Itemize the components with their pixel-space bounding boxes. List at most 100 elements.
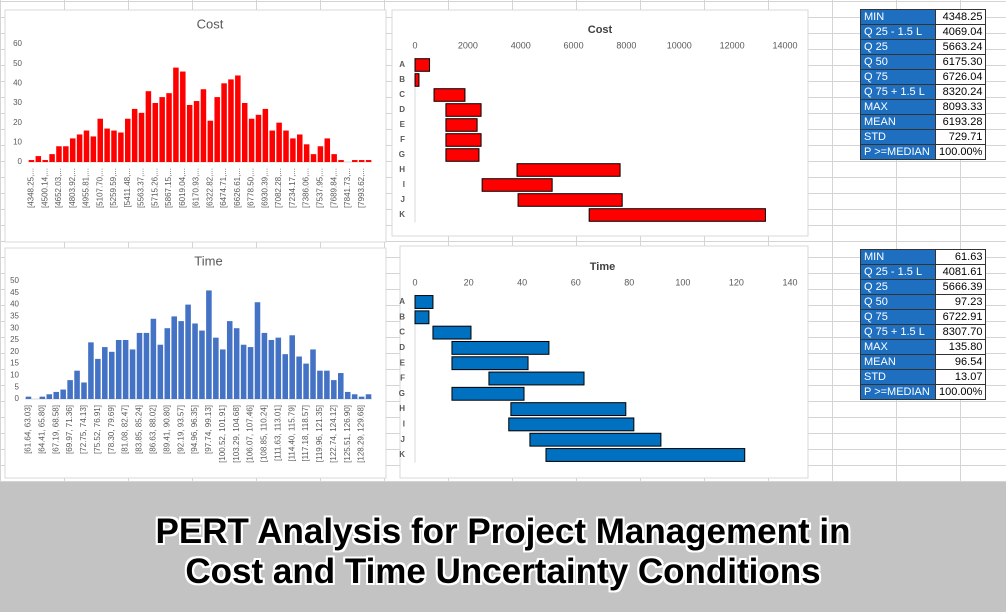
x-tick-label: [5107.70,... xyxy=(95,168,104,208)
chart-title: Cost xyxy=(588,24,613,36)
y-tick-label: J xyxy=(401,435,405,444)
y-tick-label: 50 xyxy=(10,276,19,285)
bar xyxy=(588,208,766,222)
bar xyxy=(122,340,129,399)
bar xyxy=(276,122,282,162)
x-tick-label: 20 xyxy=(464,277,474,287)
y-tick-label: 45 xyxy=(10,288,19,297)
y-tick-label: 30 xyxy=(13,98,22,107)
bar xyxy=(517,193,623,207)
bar xyxy=(268,340,275,399)
bar xyxy=(49,154,55,162)
x-tick-label: [117.18, 118.57] xyxy=(301,405,310,462)
x-tick-label: [5411.48,... xyxy=(123,168,132,207)
y-tick-label: E xyxy=(400,120,406,129)
bar xyxy=(317,370,323,399)
row: MAX 135.80 xyxy=(860,339,987,355)
row: Q 25 5666.39 xyxy=(860,279,987,295)
y-tick-label: 35 xyxy=(10,312,19,321)
stat-name: Q 50 xyxy=(860,54,936,70)
row: MIN 4348.25 xyxy=(860,9,987,25)
bar xyxy=(365,394,372,399)
x-tick-label: [100.52, 101.91] xyxy=(218,405,227,463)
stat-name: Q 25 - 1.5 L xyxy=(860,24,936,40)
x-tick-label: [119.96, 121.35] xyxy=(315,405,324,462)
bar xyxy=(451,356,529,371)
x-tick-label: [4348.25,... xyxy=(27,168,36,208)
x-tick-label: [92.19, 93.57] xyxy=(176,405,185,454)
bar xyxy=(125,118,131,162)
stat-name: Q 25 xyxy=(860,279,936,295)
x-tick-label: [5259.59,... xyxy=(109,168,118,208)
bar xyxy=(97,118,103,162)
stat-name: MEAN xyxy=(860,354,936,370)
stat-name: MIN xyxy=(860,9,936,25)
bar xyxy=(247,347,254,399)
time-stats: MIN 61.63 Q 25 - 1.5 L 4081.61 Q 25 5666.39 Q … xyxy=(860,249,987,400)
row: MIN 61.63 xyxy=(860,249,987,265)
row: P >=MEDIAN 100.00% xyxy=(860,144,987,160)
bar xyxy=(53,391,60,399)
bar xyxy=(508,417,635,432)
x-tick-label: [5563.37,... xyxy=(137,168,146,208)
y-tick-label: A xyxy=(399,297,405,306)
stat-value: 61.63 xyxy=(934,249,987,265)
bar xyxy=(433,88,466,102)
x-tick-label: [114.40, 115.79] xyxy=(287,405,296,462)
row: Q 75 6726.04 xyxy=(860,69,987,85)
stat-name: MIN xyxy=(860,249,936,265)
x-tick-label: [7234.17,... xyxy=(288,168,297,208)
x-tick-label: [4955.81,... xyxy=(82,168,91,208)
stat-name: P >=MEDIAN xyxy=(860,144,936,160)
bar xyxy=(510,402,627,417)
y-tick-label: 25 xyxy=(10,335,19,344)
x-tick-label: [7841.73,... xyxy=(343,168,352,208)
bar xyxy=(90,136,97,162)
y-tick-label: E xyxy=(400,358,406,367)
y-tick-label: 10 xyxy=(13,137,22,146)
x-tick-label: [89.41, 90.80] xyxy=(162,405,171,454)
stat-value: 135.80 xyxy=(934,339,987,355)
bar xyxy=(108,351,115,399)
y-tick-label: B xyxy=(399,75,405,84)
bar xyxy=(83,130,90,162)
x-tick-label: [108.85, 110.24] xyxy=(260,405,269,462)
x-tick-label: [111.63, 113.01] xyxy=(273,405,282,461)
x-tick-label: 12000 xyxy=(720,40,745,50)
row: Q 25 5663.24 xyxy=(860,39,987,55)
x-tick-label: [75.52, 76.91] xyxy=(93,405,102,454)
x-tick-label: 80 xyxy=(624,277,634,287)
bar xyxy=(331,154,337,162)
bar xyxy=(138,112,145,162)
x-tick-label: [6019.04,... xyxy=(178,168,187,208)
y-tick-label: 20 xyxy=(10,347,19,356)
bar xyxy=(111,130,117,162)
heading-line: PERT Analysis for Project Management in xyxy=(155,512,851,551)
stat-value: 100.00% xyxy=(934,144,987,160)
bar xyxy=(150,318,157,399)
bar xyxy=(102,347,108,399)
y-tick-label: I xyxy=(403,420,405,429)
row: Q 75 + 1.5 L 8307.70 xyxy=(860,324,987,340)
bar xyxy=(337,373,344,399)
x-tick-label: [7689.84,... xyxy=(329,168,338,208)
bar xyxy=(42,160,48,162)
bar xyxy=(60,389,66,399)
y-tick-label: D xyxy=(399,105,405,114)
bar xyxy=(414,73,420,87)
bar xyxy=(269,130,275,162)
stat-value: 6722.91 xyxy=(934,309,987,325)
bar xyxy=(255,114,262,162)
stat-value: 8307.70 xyxy=(934,324,987,340)
x-tick-label: [103.29, 104.68] xyxy=(232,405,241,463)
x-tick-label: 4000 xyxy=(511,40,531,50)
row: Q 25 - 1.5 L 4081.61 xyxy=(860,264,987,280)
bar xyxy=(76,134,83,162)
bar xyxy=(445,148,480,162)
bar xyxy=(261,332,268,399)
bar xyxy=(220,349,226,399)
bar xyxy=(104,128,110,162)
chart-title: Cost xyxy=(197,16,224,31)
bar xyxy=(352,160,358,162)
stat-value: 6726.04 xyxy=(934,69,987,85)
